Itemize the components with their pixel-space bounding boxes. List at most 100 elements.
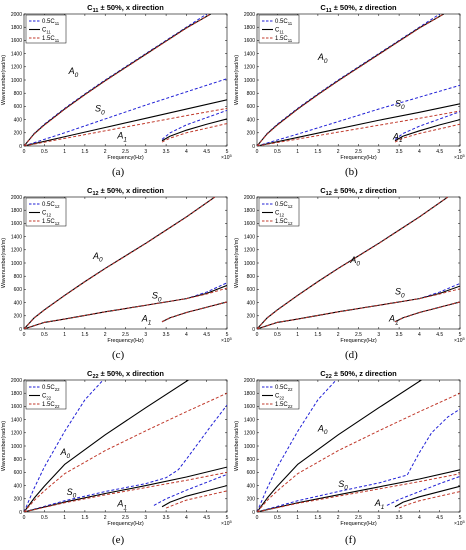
series-line-a1-1-5c12 xyxy=(161,301,227,323)
legend-label-main: 1.5C xyxy=(42,402,55,408)
y-tick-label: 800 xyxy=(14,91,23,97)
x-tick-label: 5 xyxy=(226,332,229,338)
legend-label-main: 0.5C xyxy=(275,385,288,391)
mode-label-s0-main: S xyxy=(67,487,73,497)
y-tick-label: 800 xyxy=(247,457,256,463)
caption-d: (d) xyxy=(345,349,358,361)
series-line-s0-c11 xyxy=(24,99,227,146)
y-tick-label: 2000 xyxy=(244,12,255,18)
y-tick-label: 400 xyxy=(14,117,23,123)
series-group xyxy=(257,14,460,146)
x-tick-label: 1.5 xyxy=(314,332,321,338)
legend-label-sub: 22 xyxy=(279,395,284,400)
x-axis-label: Frequency(Hz) xyxy=(107,338,144,344)
y-tick-label: 0 xyxy=(19,144,22,150)
series-group xyxy=(24,197,227,329)
x-tick-label: 0 xyxy=(23,332,26,338)
x-tick-label: 3 xyxy=(144,149,147,155)
x-axis-label: Frequency(Hz) xyxy=(107,521,144,527)
x-tick-label: 0.5 xyxy=(274,515,281,521)
series-line-a1-c11 xyxy=(394,119,460,142)
legend-label-sub: 11 xyxy=(288,21,293,26)
y-tick-label: 2000 xyxy=(244,378,255,384)
y-tick-label: 1200 xyxy=(244,431,255,437)
chart-title-sub: 12 xyxy=(92,191,98,197)
legend-label: 0.5C22 xyxy=(275,385,293,392)
series-line-a1-1-5c11 xyxy=(394,123,460,143)
y-tick-label: 400 xyxy=(14,483,23,489)
mode-label-a0-sub: 0 xyxy=(324,58,328,65)
legend-label-main: 1.5C xyxy=(42,219,55,225)
mode-label-a0-main: A xyxy=(68,66,75,76)
x-multiplier: ×105 xyxy=(454,519,465,527)
series-line-s0-0-5c11 xyxy=(24,78,227,146)
x-tick-label: 3 xyxy=(377,149,380,155)
x-axis-label: Frequency(Hz) xyxy=(340,338,377,344)
y-tick-label: 1000 xyxy=(244,78,255,84)
series-line-s0-c12 xyxy=(257,285,460,329)
chart-svg-e: C22 ± 50%, x direction020040060080010001… xyxy=(1,369,232,527)
x-tick-label: 5 xyxy=(459,149,462,155)
legend-label-main: 0.5C xyxy=(42,202,55,208)
legend-label-sub: 12 xyxy=(55,221,60,226)
legend-label: 1.5C22 xyxy=(42,402,60,409)
series-line-s0-c11 xyxy=(257,103,460,146)
chart-title-sub: 22 xyxy=(326,374,332,380)
legend-label: C22 xyxy=(275,394,285,401)
x-tick-label: 2 xyxy=(104,515,107,521)
x-tick-label: 2.5 xyxy=(355,515,362,521)
y-axis-label: Wavenumber(rad/m) xyxy=(1,55,7,105)
y-tick-label: 400 xyxy=(247,483,256,489)
mode-label-a1: A1 xyxy=(388,314,399,327)
series-line-s0-c22 xyxy=(24,466,227,512)
y-tick-label: 1000 xyxy=(11,444,22,450)
series-line-a0-1-5c12 xyxy=(24,197,216,329)
legend-label-sub: 12 xyxy=(279,212,284,217)
chart-title: C22 ± 50%, z direction xyxy=(320,369,397,380)
x-tick-label: 3.5 xyxy=(163,332,170,338)
x-tick-label: 2 xyxy=(337,332,340,338)
y-tick-label: 800 xyxy=(247,274,256,280)
y-tick-label: 200 xyxy=(14,314,23,320)
legend-label-sub: 22 xyxy=(288,387,293,392)
mode-label-a1: A1 xyxy=(374,498,385,511)
legend-label: 1.5C12 xyxy=(42,219,60,226)
mode-label-a0-main: A xyxy=(317,52,324,62)
x-multiplier-exp: 5 xyxy=(462,336,465,341)
x-multiplier-exp: 5 xyxy=(229,153,232,158)
x-multiplier: ×105 xyxy=(221,153,232,161)
x-tick-label: 0.5 xyxy=(41,332,48,338)
mode-label-s0: S0 xyxy=(95,104,105,117)
series-group xyxy=(24,380,227,512)
x-tick-label: 0 xyxy=(23,515,26,521)
y-tick-label: 1200 xyxy=(244,248,255,254)
x-tick-label: 2.5 xyxy=(122,515,129,521)
y-tick-label: 1000 xyxy=(244,444,255,450)
y-tick-label: 1200 xyxy=(11,65,22,71)
y-tick-label: 200 xyxy=(247,131,256,137)
x-tick-label: 5 xyxy=(459,515,462,521)
y-tick-label: 200 xyxy=(247,314,256,320)
mode-label-a0: A0 xyxy=(68,66,79,79)
chart-title-rest: ± 50%, z direction xyxy=(332,369,397,378)
mode-label-s0-sub: 0 xyxy=(158,296,162,303)
x-tick-label: 1 xyxy=(296,515,299,521)
x-tick-label: 3.5 xyxy=(163,149,170,155)
series-line-a0-1-5c12 xyxy=(257,197,449,329)
mode-label-a0: A0 xyxy=(349,255,360,268)
y-tick-label: 1800 xyxy=(244,25,255,31)
x-tick-label: 2 xyxy=(104,149,107,155)
y-tick-label: 0 xyxy=(252,510,255,516)
legend-label-main: 0.5C xyxy=(42,19,55,25)
chart-title-rest: ± 50%, z direction xyxy=(332,3,397,12)
mode-label-a1-main: A xyxy=(392,131,399,141)
mode-label-a0-main: A xyxy=(317,423,324,433)
y-tick-label: 1600 xyxy=(11,404,22,410)
legend-label-sub: 11 xyxy=(288,38,293,43)
series-line-a1-1-5c12 xyxy=(394,301,460,323)
x-tick-label: 0 xyxy=(256,332,259,338)
x-axis-label: Frequency(Hz) xyxy=(340,521,377,527)
mode-label-a0: A0 xyxy=(60,447,71,460)
y-tick-label: 1000 xyxy=(11,78,22,84)
